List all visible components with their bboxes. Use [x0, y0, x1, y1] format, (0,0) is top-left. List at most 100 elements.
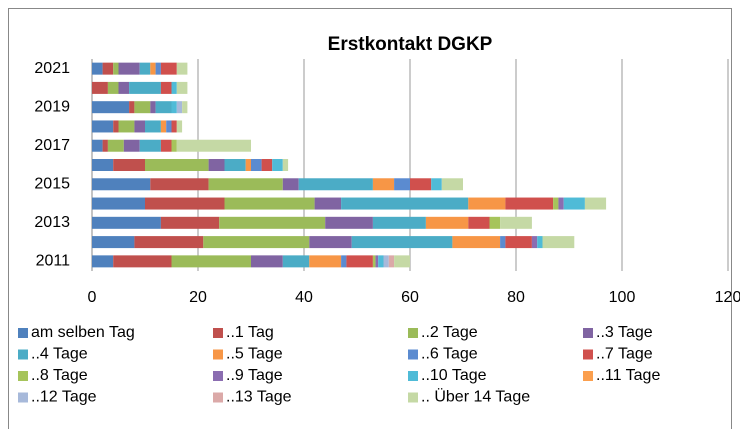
bar-segment — [282, 159, 289, 171]
bar-segment — [107, 139, 124, 152]
bar-segment — [182, 101, 188, 114]
bar-segment — [372, 255, 376, 268]
legend-swatch — [18, 392, 28, 403]
bar-segment — [113, 62, 119, 75]
x-tick-label: 40 — [295, 289, 313, 306]
bar-segment — [171, 255, 251, 268]
bar-segment — [171, 81, 177, 94]
bar-segment — [171, 120, 177, 133]
bar-segment — [383, 255, 389, 268]
bar-segment — [203, 236, 310, 249]
bar-segment — [410, 178, 432, 191]
chart-title: Erstkontakt DGKP — [328, 34, 493, 55]
legend-label: ..3 Tage — [596, 324, 653, 341]
bar-segment — [553, 197, 559, 210]
bar-segment — [325, 216, 373, 229]
bar-segment — [92, 197, 145, 210]
legend-label: ..5 Tage — [226, 346, 283, 363]
bar-segment — [176, 62, 188, 75]
bar-segment — [171, 139, 177, 152]
bar-segment — [372, 216, 426, 229]
bar-segment — [500, 216, 532, 229]
legend-label: ..13 Tage — [226, 389, 292, 406]
bar-segment — [346, 255, 373, 268]
legend-swatch — [18, 328, 28, 338]
bar-segment — [171, 101, 177, 114]
bar-segment — [208, 178, 283, 191]
bar-segment — [500, 236, 506, 249]
bar-segment — [118, 62, 140, 75]
bar-segment — [92, 139, 103, 152]
bar-segment — [118, 81, 130, 94]
bar-segment — [123, 139, 140, 152]
bar-segment — [129, 101, 135, 114]
legend-label: .. Über 14 Tage — [421, 388, 530, 406]
bar-segment — [160, 81, 172, 94]
bar-segment — [118, 120, 135, 133]
legend-swatch — [213, 392, 223, 403]
bar-segment — [92, 178, 151, 191]
bar-segment — [92, 120, 114, 133]
bar-segment — [102, 139, 108, 152]
bar-segment — [394, 255, 410, 268]
legend-label: ..7 Tage — [596, 346, 653, 363]
bar-segment — [431, 178, 442, 191]
bar-segment — [452, 236, 501, 249]
bar-segment — [224, 197, 315, 210]
bar-segment — [489, 216, 501, 229]
bar-segment — [441, 178, 463, 191]
bar-segment — [282, 255, 310, 268]
bar-segment — [341, 255, 347, 268]
bar-segment — [145, 197, 225, 210]
bar-segment — [298, 178, 373, 191]
bar-segment — [341, 197, 469, 210]
bar-segment — [505, 197, 554, 210]
bar-segment — [92, 216, 161, 229]
bar-segment — [563, 197, 585, 210]
legend-swatch — [18, 349, 28, 360]
y-tick-label: 2019 — [34, 98, 70, 115]
legend-label: am selben Tag — [31, 324, 135, 341]
bar-segment — [505, 236, 532, 249]
bar-segment — [314, 197, 342, 210]
bar-segment — [584, 197, 607, 210]
bar-segment — [531, 236, 538, 249]
bar-segment — [425, 216, 469, 229]
bar-segment — [145, 120, 161, 133]
bar-segment — [537, 236, 543, 249]
y-tick-label: 2011 — [36, 253, 71, 270]
bar-segment — [139, 62, 151, 75]
bar-segment — [282, 178, 299, 191]
bar-segment — [261, 159, 273, 171]
bar-segment — [160, 62, 177, 75]
bar-segment — [309, 255, 342, 268]
bar-segment — [251, 255, 283, 268]
y-tick-label: 2013 — [34, 214, 70, 231]
bar-segment — [150, 62, 156, 75]
bar-segment — [160, 216, 220, 229]
x-tick-label: 80 — [507, 289, 525, 306]
legend-swatch — [583, 349, 593, 360]
legend-label: ..1 Tag — [226, 324, 274, 341]
bar-segment — [224, 159, 246, 171]
bar-segment — [92, 255, 114, 268]
legend-label: ..6 Tage — [421, 346, 478, 363]
bar-segment — [134, 101, 151, 114]
bar-segment — [139, 139, 161, 152]
bar-segment — [388, 255, 395, 268]
bar-segment — [113, 255, 172, 268]
bar-segment — [166, 120, 172, 133]
x-tick-label: 20 — [189, 289, 207, 306]
legend-label: ..10 Tage — [421, 367, 487, 384]
y-tick-label: 2021 — [34, 60, 70, 77]
legend-swatch — [583, 328, 593, 338]
bar-segment — [150, 101, 156, 114]
bar-segment — [134, 236, 204, 249]
bar-segment — [113, 120, 119, 133]
legend-label: ..12 Tage — [31, 389, 97, 406]
bar-segment — [245, 159, 251, 171]
bar-segment — [150, 178, 209, 191]
y-tick-label: 2015 — [34, 175, 70, 192]
legend-label: ..11 Tage — [596, 367, 660, 384]
